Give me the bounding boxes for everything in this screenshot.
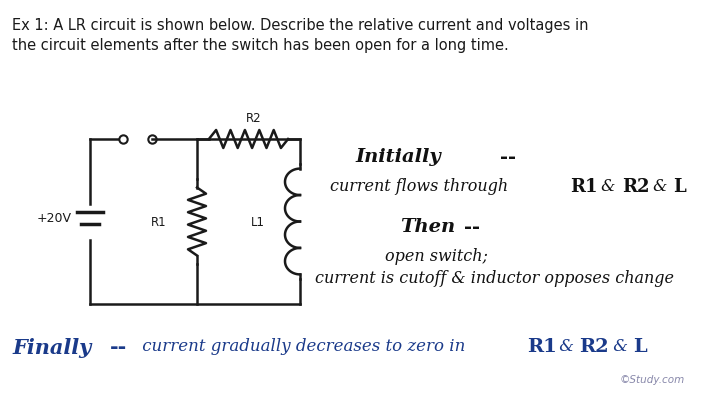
Text: current is cutoff & inductor opposes change: current is cutoff & inductor opposes cha… <box>315 269 674 286</box>
Text: L: L <box>633 337 646 355</box>
Text: --: -- <box>464 217 480 237</box>
Text: R2: R2 <box>246 112 261 125</box>
Text: &: & <box>608 337 633 354</box>
Text: &: & <box>554 337 579 354</box>
Text: +20V: +20V <box>37 211 72 225</box>
Text: --: -- <box>110 337 127 357</box>
Text: the circuit elements after the switch has been open for a long time.: the circuit elements after the switch ha… <box>12 38 509 53</box>
Text: open switch;: open switch; <box>385 247 488 264</box>
Text: L1: L1 <box>251 215 265 229</box>
Text: R1: R1 <box>152 215 167 229</box>
Text: R2: R2 <box>579 337 608 355</box>
Text: L: L <box>673 178 686 196</box>
Text: Initially: Initially <box>355 148 440 166</box>
Text: current gradually decreases to zero in: current gradually decreases to zero in <box>137 337 470 354</box>
Text: Then: Then <box>400 217 455 235</box>
Text: ©Study.com: ©Study.com <box>620 374 685 384</box>
Text: Finally: Finally <box>12 337 92 357</box>
Text: &: & <box>596 178 621 194</box>
Text: R2: R2 <box>622 178 649 196</box>
Text: &: & <box>648 178 673 194</box>
Text: R1: R1 <box>570 178 598 196</box>
Text: current flows through: current flows through <box>330 178 513 194</box>
Text: --: -- <box>500 148 516 166</box>
Text: Ex 1: A LR circuit is shown below. Describe the relative current and voltages in: Ex 1: A LR circuit is shown below. Descr… <box>12 18 588 33</box>
Text: R1: R1 <box>527 337 557 355</box>
